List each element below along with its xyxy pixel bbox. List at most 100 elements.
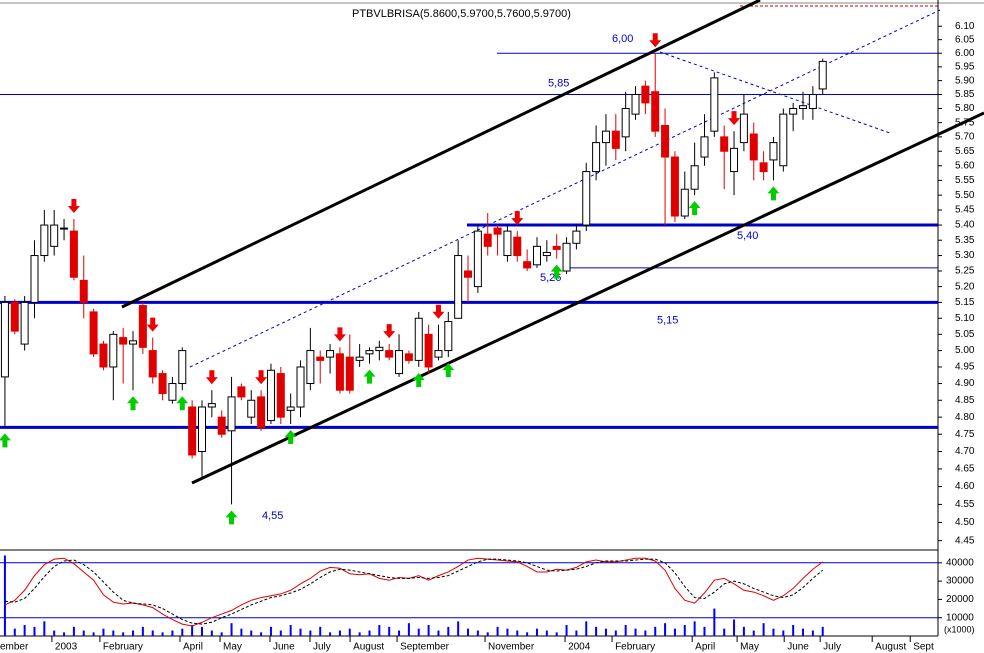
- volume-bar: [23, 625, 26, 636]
- volume-bar: [545, 630, 548, 636]
- candle-body: [621, 108, 630, 138]
- volume-bar: [161, 632, 164, 636]
- volume-bar: [122, 632, 125, 636]
- candle-body: [50, 224, 59, 247]
- candle-body: [739, 113, 748, 144]
- lower-y-tick-label: 10000: [946, 612, 974, 623]
- candle-body: [542, 251, 551, 257]
- volume-bar: [733, 619, 736, 636]
- candle-body: [700, 136, 709, 158]
- x-tick-label: April: [183, 642, 203, 653]
- dashed-trend: [659, 51, 891, 134]
- volume-bar: [703, 626, 706, 636]
- chart-title: PTBVLBRISA(5.8600,5.9700,5.7600,5.9700): [352, 8, 571, 20]
- volume-bar: [348, 628, 351, 636]
- candle-body: [227, 396, 236, 432]
- candle-body: [10, 301, 19, 332]
- y-tick-label: 5.55: [955, 175, 975, 186]
- candle-body: [345, 356, 354, 391]
- y-tick-label: 5.05: [955, 329, 975, 340]
- volume-bar: [486, 632, 489, 636]
- x-tick-label: November: [488, 642, 535, 653]
- x-tick-label: Sept: [913, 642, 934, 653]
- volume-bar: [476, 630, 479, 636]
- volume-bar: [72, 626, 75, 636]
- volume-bar: [240, 628, 243, 636]
- buy-arrow: [412, 372, 425, 387]
- volume-bar: [802, 628, 805, 636]
- volume-bar: [693, 621, 696, 636]
- y-tick-label: 5.25: [955, 266, 975, 277]
- candle-body: [414, 317, 423, 361]
- x-tick-label: 2003: [55, 642, 78, 653]
- volume-bar: [210, 630, 213, 636]
- candle-body: [789, 108, 798, 115]
- buy-arrow: [225, 510, 238, 525]
- candle-body: [266, 369, 275, 422]
- y-tick-label: 5.60: [955, 160, 975, 171]
- x-tick-label: May: [223, 642, 242, 653]
- candle-body: [759, 162, 768, 173]
- lower-y-tick-label: 30000: [946, 576, 974, 587]
- lower-y-tick-label: 40000: [946, 557, 974, 568]
- channel-lower: [191, 111, 984, 485]
- candle-body: [572, 230, 581, 244]
- volume-bar: [191, 625, 194, 636]
- volume-bar: [654, 626, 657, 636]
- volume-bar: [821, 626, 824, 636]
- buy-arrow: [767, 186, 780, 201]
- y-tick-label: 5.70: [955, 132, 975, 143]
- volume-bar: [378, 625, 381, 636]
- candle-body: [651, 91, 660, 132]
- lower-y-tick-label: 20000: [946, 594, 974, 605]
- x-tick-label: June: [787, 642, 809, 653]
- y-tick-label: 5.15: [955, 297, 975, 308]
- volume-bar: [309, 630, 312, 636]
- volume-bar: [535, 628, 538, 636]
- volume-bar: [604, 628, 607, 636]
- candle-body: [148, 350, 157, 378]
- volume-bar: [269, 626, 272, 636]
- buy-arrow: [0, 433, 11, 448]
- y-tick-label: 5.50: [955, 190, 975, 201]
- x-tick-label: June: [273, 642, 295, 653]
- candle-body: [365, 350, 374, 355]
- level-label: 5,40: [737, 230, 758, 242]
- volume-bar: [398, 630, 401, 636]
- sell-arrow: [205, 370, 218, 385]
- candle-body: [168, 383, 177, 401]
- candle-body: [464, 270, 473, 278]
- x-tick-label: August: [353, 642, 384, 653]
- volume-bar: [358, 632, 361, 636]
- candle-body: [601, 130, 610, 144]
- volume-bar: [43, 621, 46, 636]
- candle-body: [680, 188, 689, 217]
- y-tick-label: 5.35: [955, 235, 975, 246]
- volume-bar: [388, 626, 391, 636]
- y-tick-label: 5.65: [955, 146, 975, 157]
- level-label: 6,00: [612, 33, 633, 45]
- volume-bar: [338, 630, 341, 636]
- y-tick-label: 4.50: [955, 517, 975, 528]
- volume-bar: [102, 628, 105, 636]
- candle-body: [375, 346, 384, 352]
- volume-bar: [250, 630, 253, 636]
- y-tick-label: 5.95: [955, 62, 975, 73]
- oscillator-line: [4, 558, 824, 625]
- sell-arrow: [432, 304, 445, 319]
- y-tick-label: 5.90: [955, 75, 975, 86]
- candle-body: [129, 340, 138, 345]
- volume-bar: [260, 632, 263, 636]
- candle-body: [0, 301, 9, 378]
- candle-body: [779, 113, 788, 167]
- x-tick-label: September: [400, 642, 450, 653]
- volume-bar: [53, 630, 56, 636]
- candle-body: [109, 333, 118, 368]
- candle-body: [355, 356, 364, 361]
- volume-bar: [782, 630, 785, 636]
- candle-body: [562, 242, 571, 272]
- candle-body: [513, 236, 522, 257]
- x-tick-label: 2004: [568, 642, 591, 653]
- candle-body: [247, 399, 256, 418]
